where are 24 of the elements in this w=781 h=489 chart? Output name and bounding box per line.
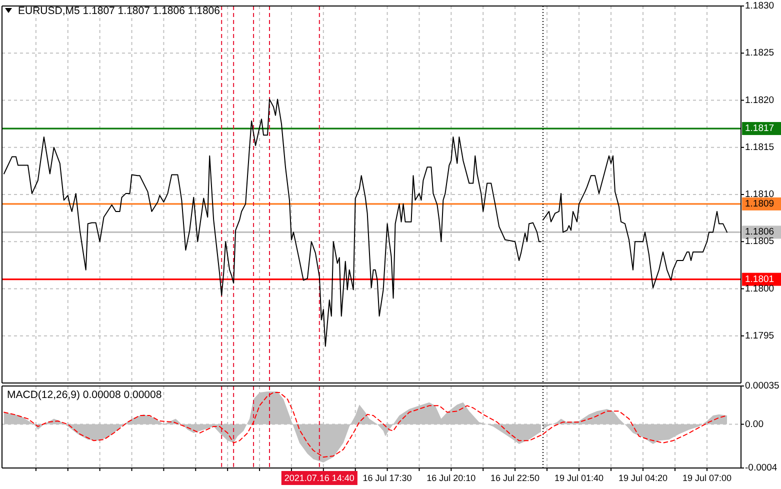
y-tick-label: 1.1830 [745,0,774,12]
y-tick-label: 1.1820 [745,94,774,106]
y-tick-label: 0.00035 [745,380,780,392]
chart-title: EURUSD,M5 1.1807 1.1807 1.1806 1.1806 [18,5,220,17]
x-tick-label: 16 Jul 20:10 [426,473,476,483]
y-tick-label: 1.1800 [745,283,774,294]
ref-line-label: 1.1806 [745,226,774,238]
y-tick-label: 1.1825 [745,48,774,59]
ref-line-label: 1.1809 [745,198,774,210]
x-tick-label: 19 Jul 04:20 [618,473,668,483]
chart-title: MACD(12,26,9) 0.00008 0.00008 [7,389,162,401]
y-tick-label: -0.0004 [745,462,778,474]
ref-line-label: 2021.07.16 14:40 [284,473,354,483]
y-tick-label: 1.1810 [745,189,774,200]
x-tick-label: 19 Jul 01:40 [554,473,604,483]
x-tick-label: 19 Jul 07:00 [682,473,732,483]
y-tick-label: 0.00 [745,418,764,430]
y-tick-label: 1.1815 [745,142,774,153]
x-tick-label: 16 Jul 17:30 [362,473,412,483]
y-tick-label: 1.1795 [745,330,774,342]
ref-line-label: 1.1817 [745,123,774,134]
x-tick-label: 16 Jul 22:50 [490,473,540,483]
y-tick-label: 1.1805 [745,236,774,248]
ref-line-label: 1.1801 [745,274,774,285]
